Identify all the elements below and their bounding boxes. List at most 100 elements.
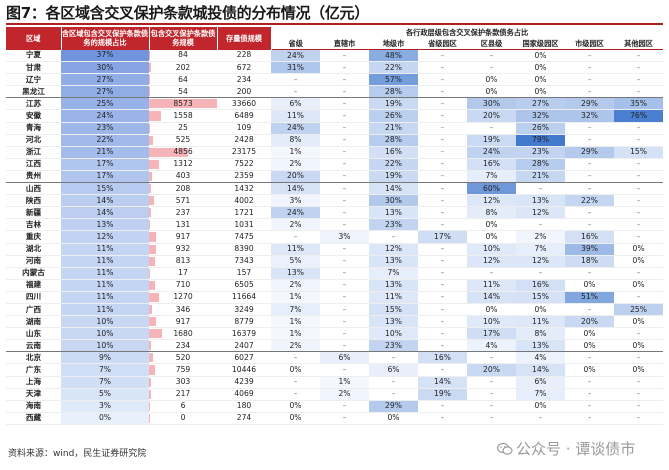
level-cell: 14% <box>467 291 516 304</box>
level-cell: – <box>418 146 467 159</box>
figure-title: 图7：各区域含交叉保护条款城投债的分布情况（亿元） <box>6 4 369 22</box>
share-cell: 14% <box>61 194 149 208</box>
level-cell: 11% <box>271 109 320 123</box>
level-cell: 0% <box>565 339 614 353</box>
amount-text: 1680 <box>173 328 193 338</box>
level-cell: 0% <box>271 363 320 377</box>
level-cell: 22% <box>369 158 418 171</box>
stock-cell: 200 <box>217 85 271 99</box>
share-cell: 11% <box>61 279 149 292</box>
level-cell: – <box>418 194 467 208</box>
region-cell: 安徽 <box>6 109 61 123</box>
table-row: 浙江 21% 4856 23175 1% –16% –24% 23% 29% 15% <box>6 146 664 159</box>
level-cell: – <box>418 303 467 317</box>
table-row: 内蒙古 11% 17 157 13% –7% – – – – – <box>6 267 664 280</box>
table-row: 黑龙江 27% 54 200– –28% –0% 0% – – <box>6 85 664 99</box>
level-cell: – <box>320 243 369 256</box>
amount-cell: 710 <box>149 279 217 292</box>
level-cell: – <box>565 376 614 389</box>
level-cell: – <box>565 85 614 99</box>
level-cell: 7% <box>467 170 516 184</box>
stock-cell: 6027 <box>217 351 271 365</box>
amount-text: 4856 <box>173 147 193 157</box>
stock-cell: 16379 <box>217 327 271 341</box>
share-cell: 11% <box>61 255 149 268</box>
level-cell: 11% <box>467 279 516 292</box>
share-cell: 11% <box>61 291 149 304</box>
level-cell: – <box>320 327 369 341</box>
level-cell: 6% <box>320 351 369 365</box>
level-cell: 16% <box>565 230 614 244</box>
level-cell: 51% <box>565 291 614 304</box>
level-cell: 24% <box>467 146 516 159</box>
header-level-7: 其他园区 <box>614 38 664 50</box>
region-cell: 福建 <box>6 279 61 292</box>
share-cell: 10% <box>61 339 149 353</box>
level-cell: – <box>418 339 467 353</box>
level-cell: 2% <box>271 218 320 232</box>
level-cell: – <box>271 230 320 244</box>
level-cell: – <box>418 363 467 377</box>
stock-cell: 228 <box>217 49 271 63</box>
stock-cell: 109 <box>217 122 271 135</box>
level-cell: 48% <box>369 49 418 63</box>
level-cell: – <box>418 400 467 413</box>
level-cell: – <box>418 206 467 220</box>
level-cell: 19% <box>369 97 418 111</box>
level-cell: 0% <box>614 339 664 353</box>
level-cell: 1% <box>271 291 320 304</box>
level-cell: – <box>320 73 369 87</box>
level-cell: 0% <box>516 61 565 75</box>
region-cell: 山东 <box>6 327 61 341</box>
level-cell: – <box>467 122 516 135</box>
amount-text: 1558 <box>173 111 193 121</box>
stock-cell: 4069 <box>217 388 271 401</box>
table-row: 宁夏 37% 84 228 24% –48% – –0% – – <box>6 49 664 63</box>
level-cell: 19% <box>418 388 467 401</box>
level-cell: – <box>467 267 516 280</box>
watermark: 公众号 · 谭谈债市 <box>497 438 635 459</box>
amount-text: 932 <box>175 244 191 254</box>
level-cell: – <box>320 61 369 75</box>
amount-text: 403 <box>175 171 191 181</box>
table-row: 青海 23% 25 109 24% –21% – –26% – – <box>6 122 664 135</box>
level-cell: 11% <box>369 291 418 304</box>
amount-text: 759 <box>175 364 191 374</box>
level-cell: – <box>418 243 467 256</box>
level-cell: 12% <box>369 243 418 256</box>
header-share: 含区域包含交叉保护条款债务的规模占比 <box>61 27 150 50</box>
level-cell: – <box>614 206 664 220</box>
level-cell: – <box>614 61 664 75</box>
level-cell: – <box>614 327 664 341</box>
region-cell: 湖南 <box>6 315 61 329</box>
stock-cell: 1031 <box>217 218 271 232</box>
level-cell: 13% <box>516 339 565 353</box>
header-level-1: 直辖市 <box>320 38 369 50</box>
stock-cell: 1721 <box>217 206 271 220</box>
level-cell: – <box>614 170 664 184</box>
level-cell: – <box>320 267 369 280</box>
level-cell: 57% <box>369 73 418 87</box>
region-cell: 吉林 <box>6 218 61 232</box>
level-cell: 39% <box>565 243 614 256</box>
level-cell: – <box>271 73 320 87</box>
share-cell: 3% <box>61 400 149 413</box>
level-cell: 14% <box>271 182 320 196</box>
level-cell: – <box>565 388 614 401</box>
level-cell: – <box>565 412 614 425</box>
level-cell: 1% <box>271 315 320 329</box>
region-cell: 海南 <box>6 400 61 413</box>
level-cell: – <box>516 218 565 232</box>
level-cell: 60% <box>467 182 516 196</box>
share-cell: 0% <box>61 412 149 425</box>
header-level-3: 省级园区 <box>418 38 467 50</box>
share-cell: 11% <box>61 243 149 256</box>
level-cell: – <box>320 412 369 425</box>
amount-text: 346 <box>175 304 191 314</box>
level-cell: 0% <box>565 327 614 341</box>
level-cell: 15% <box>614 146 664 159</box>
level-cell: – <box>418 73 467 87</box>
level-cell: 79% <box>516 134 565 147</box>
level-cell: 0% <box>271 400 320 413</box>
amount-cell: 759 <box>149 363 217 377</box>
